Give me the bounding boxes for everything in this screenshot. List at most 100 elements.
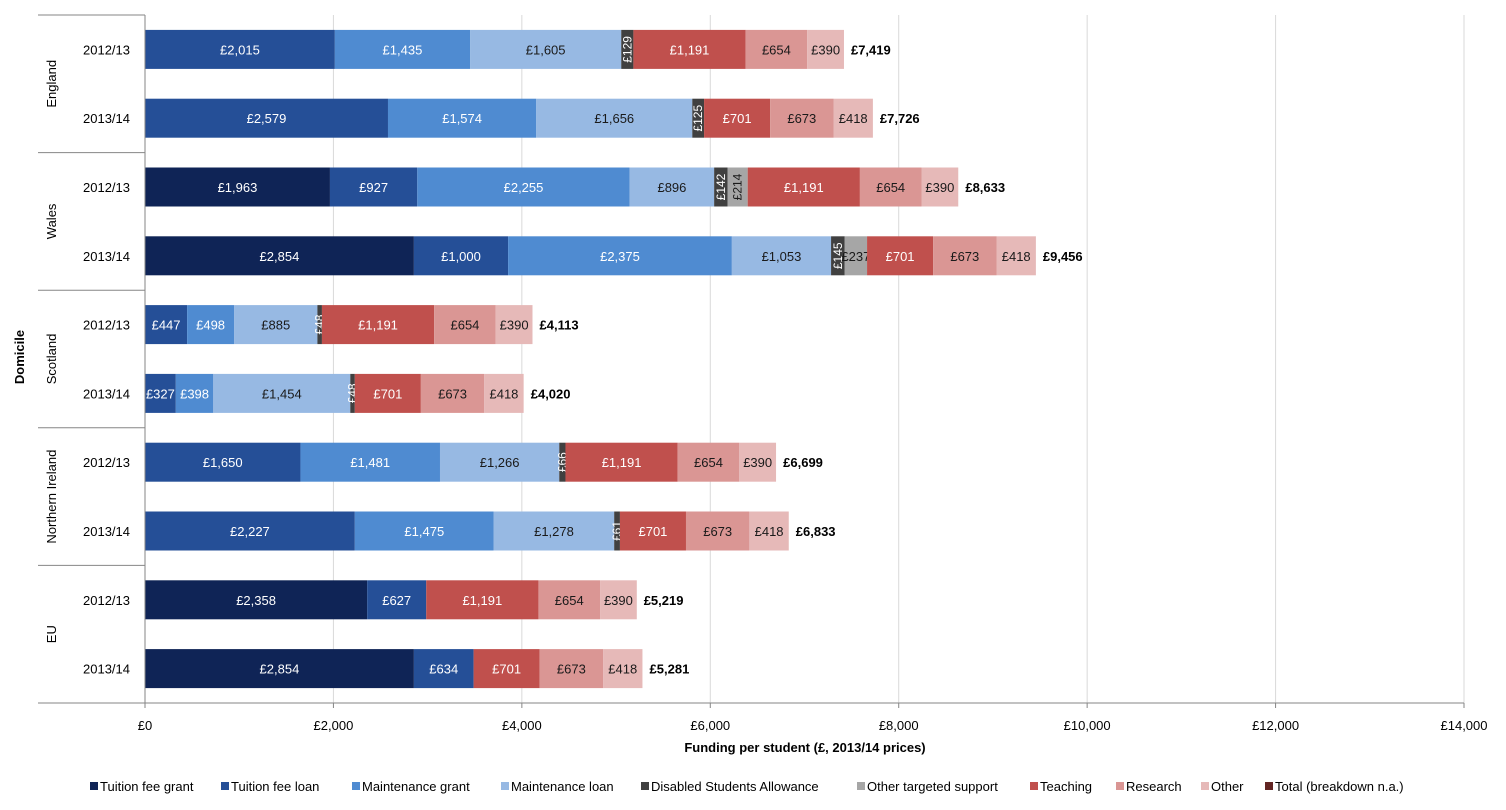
legend-swatch xyxy=(857,782,865,790)
category-label: 2012/13 xyxy=(83,593,130,608)
x-tick-label: £4,000 xyxy=(502,718,542,733)
data-label: £1,266 xyxy=(480,455,520,470)
bar-segment xyxy=(470,29,622,69)
legend-label: Research xyxy=(1126,779,1182,794)
bar-segment xyxy=(614,511,620,551)
legend-label: Disabled Students Allowance xyxy=(651,779,819,794)
category-label: 2013/14 xyxy=(83,524,130,539)
data-label: £1,605 xyxy=(526,42,566,57)
category-label: 2012/13 xyxy=(83,180,130,195)
x-tick-label: £0 xyxy=(138,718,152,733)
bar-segment xyxy=(692,98,705,138)
bar-segment xyxy=(234,305,318,345)
group-label: Scotland xyxy=(44,334,59,385)
legend-label: Teaching xyxy=(1040,779,1092,794)
data-label: £654 xyxy=(876,180,905,195)
bar-segment xyxy=(145,98,388,138)
data-label: £1,191 xyxy=(462,593,502,608)
data-label: £418 xyxy=(608,662,637,677)
data-label: £2,255 xyxy=(504,180,544,195)
data-label: £237 xyxy=(841,249,870,264)
bar-segment xyxy=(844,236,868,276)
bar-segment xyxy=(619,511,686,551)
data-label: £327 xyxy=(146,386,175,401)
data-label: £1,481 xyxy=(350,455,390,470)
data-label: £145 xyxy=(831,242,845,269)
bar-segment xyxy=(350,373,355,413)
legend-swatch xyxy=(221,782,229,790)
data-label: £701 xyxy=(492,662,521,677)
x-tick-label: £2,000 xyxy=(314,718,354,733)
bar-segment xyxy=(145,236,414,276)
bar-segment xyxy=(439,442,560,482)
data-label: £2,375 xyxy=(600,249,640,264)
data-label: £1,435 xyxy=(383,42,423,57)
bar-segment xyxy=(354,511,494,551)
data-label: £125 xyxy=(691,105,705,132)
data-label: £673 xyxy=(438,386,467,401)
bar-segment xyxy=(367,580,427,620)
bar-segment xyxy=(727,167,748,207)
data-label: £498 xyxy=(196,318,225,333)
data-label: £654 xyxy=(450,318,479,333)
bar-segment xyxy=(387,98,537,138)
bar-segment xyxy=(565,442,678,482)
data-label: £1,574 xyxy=(442,111,482,126)
data-label: £418 xyxy=(839,111,868,126)
category-label: 2012/13 xyxy=(83,318,130,333)
bar-segment xyxy=(354,373,421,413)
x-tick-label: £6,000 xyxy=(690,718,730,733)
bar-segment xyxy=(187,305,235,345)
data-label: £1,191 xyxy=(602,455,642,470)
bar-segment xyxy=(145,29,335,69)
bar-segment xyxy=(704,98,771,138)
bar-segment xyxy=(175,373,214,413)
data-label: £390 xyxy=(925,180,954,195)
bar-segment xyxy=(745,29,808,69)
bars: £2,015 £1,435 £1,605 £129 £1,191 £654 £390 £7,4… xyxy=(145,29,1083,689)
total-label: £8,633 xyxy=(965,180,1005,195)
data-label: £129 xyxy=(620,36,634,63)
total-label: £4,113 xyxy=(540,318,579,333)
bar-segment xyxy=(213,373,351,413)
bar-segment xyxy=(145,167,330,207)
bar-segment xyxy=(933,236,997,276)
bar-segment xyxy=(145,442,301,482)
group-separators: England Wales Scotland Northern Ireland EU xyxy=(38,14,145,643)
data-label: £654 xyxy=(555,593,584,608)
data-label: £390 xyxy=(743,455,772,470)
data-label: £418 xyxy=(489,386,518,401)
data-label: £214 xyxy=(731,173,745,200)
data-label: £654 xyxy=(694,455,723,470)
bar-segment xyxy=(145,649,414,689)
group-label: EU xyxy=(44,625,59,643)
bar-segment xyxy=(747,167,860,207)
data-label: £701 xyxy=(373,386,402,401)
legend-label: Maintenance grant xyxy=(362,779,470,794)
data-label: £654 xyxy=(762,42,791,57)
legend-label: Other xyxy=(1211,779,1244,794)
category-label: 2013/14 xyxy=(83,662,130,677)
data-label: £390 xyxy=(604,593,633,608)
legend: Tuition fee grant Tuition fee loan Mainten… xyxy=(90,779,1404,794)
bar-segment xyxy=(539,649,604,689)
bar-segment xyxy=(434,305,496,345)
legend-label: Tuition fee grant xyxy=(100,779,194,794)
category-label: 2012/13 xyxy=(83,455,130,470)
data-label: £1,053 xyxy=(762,249,802,264)
data-label: £673 xyxy=(950,249,979,264)
category-label: 2013/14 xyxy=(83,111,130,126)
bar-segment xyxy=(859,167,922,207)
data-label: £1,191 xyxy=(784,180,824,195)
bar-segment xyxy=(493,511,615,551)
data-label: £701 xyxy=(638,524,667,539)
data-label: £627 xyxy=(382,593,411,608)
bar-segment xyxy=(334,29,471,69)
data-label: £1,191 xyxy=(670,42,710,57)
bar-segment xyxy=(831,236,845,276)
bar-segment xyxy=(426,580,539,620)
bar-segment xyxy=(685,511,750,551)
bar-segment xyxy=(317,305,322,345)
data-label: £2,854 xyxy=(260,249,300,264)
bar-segment xyxy=(731,236,832,276)
